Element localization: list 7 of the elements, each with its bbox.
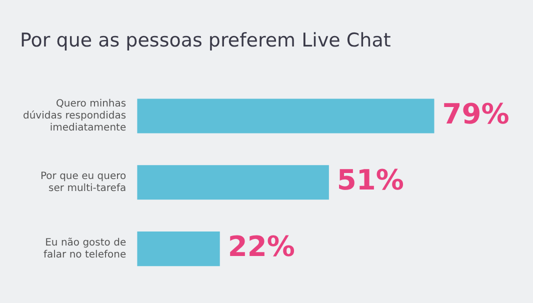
data-label: 51%	[336, 164, 404, 197]
data-label: 22%	[228, 230, 295, 264]
y-tick-label: Eu não gosto de falar no telefone	[43, 237, 126, 260]
y-tick-label: Por que eu quero ser multi-tarefa	[40, 170, 126, 194]
chart-title: Por que as pessoas preferem Live Chat	[20, 29, 391, 52]
y-tick-label: Quero minhas dúvidas respondidas imediatamente	[22, 98, 126, 134]
data-label: 79%	[442, 97, 510, 130]
